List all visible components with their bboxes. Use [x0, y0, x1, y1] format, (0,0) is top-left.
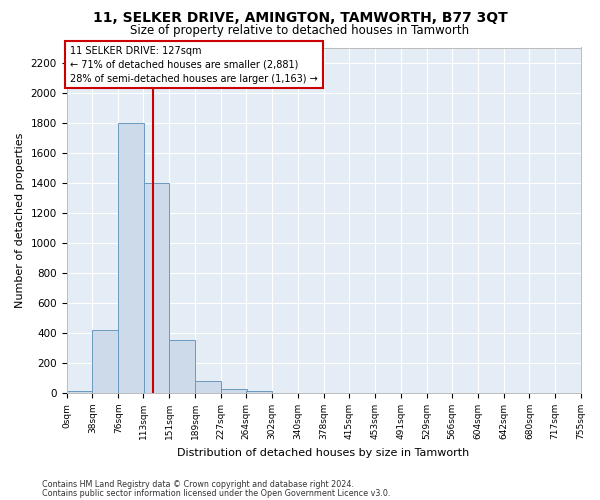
Bar	[92, 330, 118, 393]
Text: 11 SELKER DRIVE: 127sqm
← 71% of detached houses are smaller (2,881)
28% of semi: 11 SELKER DRIVE: 127sqm ← 71% of detache…	[70, 46, 317, 84]
Bar	[221, 388, 247, 393]
Bar	[247, 391, 272, 393]
Bar	[67, 391, 92, 393]
X-axis label: Distribution of detached houses by size in Tamworth: Distribution of detached houses by size …	[178, 448, 470, 458]
Bar	[169, 340, 195, 393]
Text: 11, SELKER DRIVE, AMINGTON, TAMWORTH, B77 3QT: 11, SELKER DRIVE, AMINGTON, TAMWORTH, B7…	[92, 11, 508, 25]
Bar	[118, 122, 144, 393]
Bar	[195, 381, 221, 393]
Y-axis label: Number of detached properties: Number of detached properties	[15, 132, 25, 308]
Bar	[143, 182, 169, 393]
Text: Contains HM Land Registry data © Crown copyright and database right 2024.: Contains HM Land Registry data © Crown c…	[42, 480, 354, 489]
Text: Size of property relative to detached houses in Tamworth: Size of property relative to detached ho…	[130, 24, 470, 37]
Text: Contains public sector information licensed under the Open Government Licence v3: Contains public sector information licen…	[42, 488, 391, 498]
